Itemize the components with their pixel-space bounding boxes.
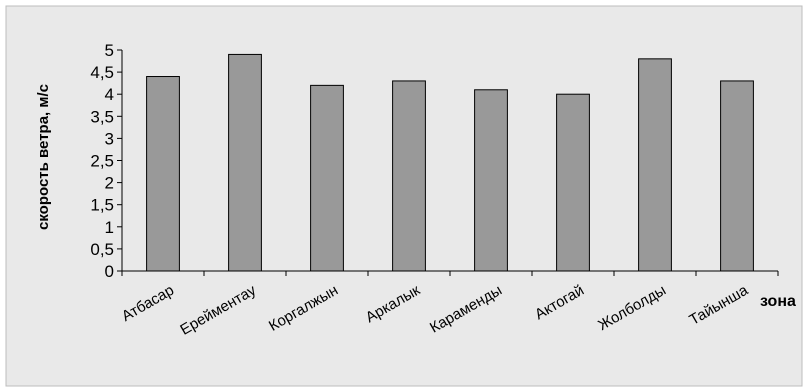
bar-7	[638, 58, 672, 272]
y-tick-label: 2	[105, 174, 114, 193]
y-axis-title: скорость ветра, м/с	[35, 84, 52, 230]
y-tick-label: 3	[105, 129, 114, 148]
bar-4	[392, 80, 426, 272]
y-tick-label: 1,5	[90, 196, 114, 215]
bar-1	[146, 76, 180, 272]
bar-5	[474, 89, 508, 272]
y-tick-label: 0	[105, 262, 114, 281]
y-tick-label: 0,5	[90, 240, 114, 259]
y-tick-label: 3,5	[90, 107, 114, 126]
y-tick-label: 4,5	[90, 63, 114, 82]
y-tick-label: 1	[105, 218, 114, 237]
y-axis-ticks: 0 0,5 1 1,5 2 2,5 3 3,5 4 4,5 5	[90, 41, 122, 281]
y-tick-label: 5	[105, 41, 114, 60]
y-tick-label: 4	[105, 85, 114, 104]
bar-2	[228, 53, 262, 272]
bar-3	[310, 84, 344, 272]
bar-6	[556, 93, 590, 272]
x-axis-title: зона	[760, 293, 796, 310]
bar-8	[720, 80, 754, 272]
y-tick-label: 2,5	[90, 152, 114, 171]
